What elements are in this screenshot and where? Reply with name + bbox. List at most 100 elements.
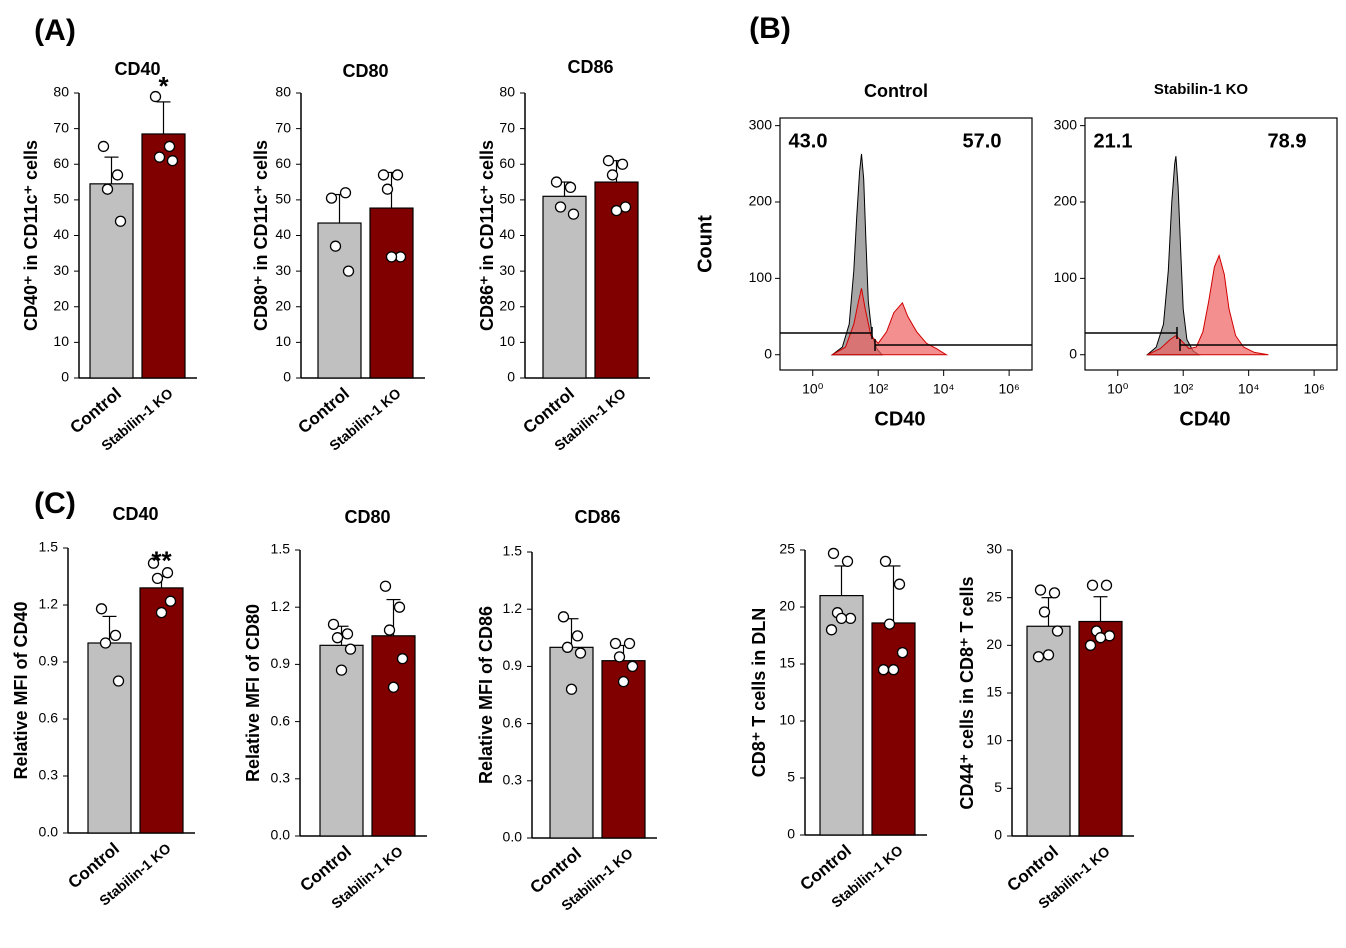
data-point: [567, 208, 580, 220]
data-point: [877, 664, 890, 676]
data-point: [1034, 584, 1047, 596]
y-tick-label: 20: [986, 636, 1002, 652]
data-point: [101, 183, 114, 195]
y-tick-label: 80: [499, 84, 515, 100]
y-tick-label: 0.3: [39, 767, 59, 783]
data-point: [617, 676, 630, 688]
y-tick-label: 0.9: [39, 653, 59, 669]
y-axis-label: Relative MFI of CD86: [476, 606, 496, 784]
data-point: [841, 555, 854, 568]
histogram: [1147, 253, 1269, 356]
data-point: [883, 618, 896, 630]
y-tick-label: 0: [764, 345, 772, 361]
y-tick-label: 60: [53, 155, 69, 171]
data-point: [613, 651, 626, 663]
data-point: [606, 169, 619, 181]
data-point: [95, 603, 108, 615]
x-tick-label: 10²: [868, 381, 889, 397]
y-tick-label: 1.2: [39, 596, 59, 612]
bar: [549, 646, 594, 839]
x-tick-label: 10⁶: [998, 381, 1019, 397]
data-point: [387, 681, 400, 693]
data-point: [602, 155, 615, 167]
data-point: [1103, 630, 1116, 642]
data-point: [147, 557, 160, 569]
y-tick-label: 10: [53, 333, 69, 349]
y-tick-label: 10: [986, 731, 1002, 747]
histogram: [1145, 156, 1201, 356]
data-point: [609, 637, 622, 650]
y-axis-label: Relative MFI of CD40: [11, 601, 31, 779]
y-tick-label: 0.0: [271, 827, 291, 843]
data-point: [571, 630, 584, 642]
y-tick-label: 1.5: [503, 543, 523, 559]
data-point: [164, 595, 177, 607]
y-tick-label: 20: [499, 297, 515, 313]
y-tick-label: 100: [749, 269, 773, 285]
bar: [369, 207, 414, 379]
y-tick-label: 0: [61, 369, 69, 385]
y-tick-label: 80: [53, 84, 69, 100]
y-tick-label: 0.0: [503, 829, 523, 845]
bar: [319, 644, 364, 837]
bar: [542, 195, 587, 379]
x-axis-label: CD40: [1179, 408, 1230, 430]
panel-label: (B): [749, 12, 791, 45]
data-point: [377, 169, 390, 181]
data-point: [161, 567, 174, 579]
gate-percent: 57.0: [963, 130, 1002, 152]
data-point: [153, 151, 166, 163]
data-point: [887, 664, 900, 676]
data-point: [626, 660, 639, 673]
data-point: [383, 624, 396, 636]
data-point: [342, 265, 355, 277]
data-point: [1051, 625, 1064, 637]
data-point: [381, 183, 394, 195]
bar: [141, 133, 186, 379]
y-tick-label: 50: [499, 191, 515, 207]
y-tick-label: 0: [994, 827, 1002, 843]
y-tick-label: 70: [275, 119, 291, 135]
y-tick-label: 30: [53, 262, 69, 278]
data-point: [1032, 651, 1045, 663]
data-point: [112, 675, 125, 687]
y-tick-label: 60: [275, 155, 291, 171]
data-point: [561, 641, 574, 653]
chart-title: CD86: [574, 507, 620, 527]
y-tick-label: 40: [53, 226, 69, 242]
gate-percent: 43.0: [789, 130, 828, 152]
data-point: [879, 555, 892, 568]
y-tick-label: 20: [779, 598, 795, 614]
data-point: [327, 618, 340, 631]
bar: [371, 635, 416, 837]
y-tick-label: 0.6: [39, 710, 59, 726]
plot-frame: [779, 117, 1033, 371]
data-point: [99, 637, 112, 649]
y-tick-label: 200: [1054, 193, 1078, 209]
bar: [1078, 620, 1123, 837]
bar: [139, 587, 184, 834]
panel-label: (A): [34, 14, 76, 47]
bar: [871, 622, 916, 836]
data-point: [565, 683, 578, 695]
y-tick-label: 200: [749, 193, 773, 209]
y-tick-label: 0.6: [503, 714, 523, 730]
y-tick-label: 50: [275, 191, 291, 207]
y-tick-label: 0: [507, 369, 515, 385]
y-tick-label: 1.2: [503, 600, 523, 616]
plot-frame: [1084, 117, 1338, 371]
y-axis-label: CD40⁺ in CD11c⁺ cells: [21, 140, 41, 331]
panel-label: (C): [34, 487, 76, 520]
data-point: [1094, 632, 1107, 644]
gate-percent: 21.1: [1094, 130, 1133, 152]
data-point: [341, 628, 354, 640]
data-point: [623, 637, 636, 650]
y-tick-label: 5: [994, 779, 1002, 795]
data-point: [893, 578, 906, 590]
data-point: [610, 204, 623, 217]
data-point: [550, 176, 563, 188]
bar: [89, 183, 134, 379]
data-point: [616, 158, 629, 170]
x-tick-label: 10⁴: [1238, 381, 1260, 397]
y-tick-label: 300: [1054, 116, 1078, 132]
